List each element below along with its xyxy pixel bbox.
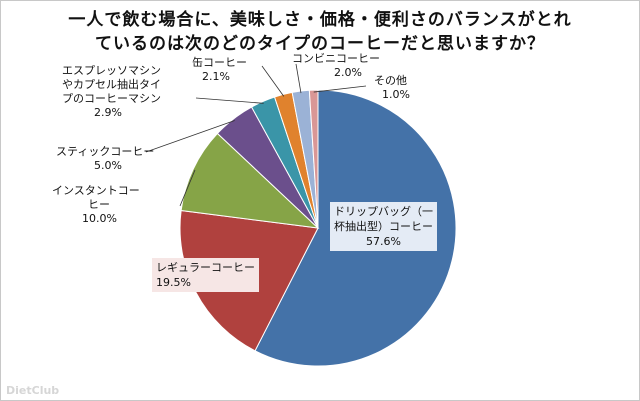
leader-line	[179, 169, 196, 207]
slice-instant	[180, 132, 320, 229]
watermark: DietClub	[6, 384, 60, 397]
leader-line	[313, 85, 367, 93]
label-canned-line-1: 缶コーヒー	[192, 56, 247, 69]
label-other-line-1: その他	[374, 74, 407, 87]
leader-line	[195, 97, 264, 104]
label-regular-line-1: レギュラーコーヒー	[156, 261, 255, 274]
leader-line	[295, 63, 302, 94]
chart-title: 一人で飲む場合に、美味しさ・価格・便利さのバランスがとれ ているのは次のどのタイ…	[0, 8, 640, 56]
label-other: その他 1.0%	[374, 74, 410, 102]
slice-other	[308, 89, 319, 229]
label-espresso-line-3: プのコーヒーマシン	[62, 92, 161, 105]
label-canned-value: 2.1%	[202, 70, 230, 83]
leader-line	[145, 120, 235, 153]
label-convenience: コンビニコーヒー 2.0%	[292, 52, 380, 80]
chart-title-line-2: ているのは次のどのタイプのコーヒーだと思いますか？	[95, 34, 545, 54]
label-stick-line-1: スティックコーヒー	[56, 145, 155, 158]
chart-title-line-1: 一人で飲む場合に、美味しさ・価格・便利さのバランスがとれ	[68, 10, 572, 30]
label-drip-bag-line-1: ドリップバッグ（一	[334, 205, 433, 218]
label-regular: レギュラーコーヒー 19.5%	[152, 258, 259, 292]
label-espresso: エスプレッソマシン やカプセル抽出タイ プのコーヒーマシン 2.9%	[62, 64, 161, 120]
label-instant-line-1: インスタントコー	[52, 184, 140, 197]
label-drip-bag: ドリップバッグ（一 杯抽出型）コーヒー 57.6%	[330, 202, 437, 251]
label-stick: スティックコーヒー 5.0%	[56, 145, 154, 173]
label-espresso-value: 2.9%	[94, 106, 122, 119]
leader-line	[261, 65, 285, 97]
label-instant-value: 10.0%	[82, 212, 117, 225]
label-convenience-value: 2.0%	[334, 66, 362, 79]
label-stick-value: 5.0%	[94, 159, 122, 172]
label-other-value: 1.0%	[382, 88, 410, 101]
label-instant-line-2: ヒー	[88, 198, 110, 211]
label-espresso-line-1: エスプレッソマシン	[62, 64, 161, 77]
label-canned: 缶コーヒー 2.1%	[192, 56, 247, 84]
label-drip-bag-line-2: 杯抽出型）コーヒー	[334, 220, 433, 233]
label-instant: インスタントコー ヒー 10.0%	[52, 184, 140, 226]
label-drip-bag-value: 57.6%	[366, 235, 401, 248]
label-regular-value: 19.5%	[156, 276, 191, 289]
label-espresso-line-2: やカプセル抽出タイ	[62, 78, 161, 91]
label-convenience-line-1: コンビニコーヒー	[292, 52, 380, 65]
